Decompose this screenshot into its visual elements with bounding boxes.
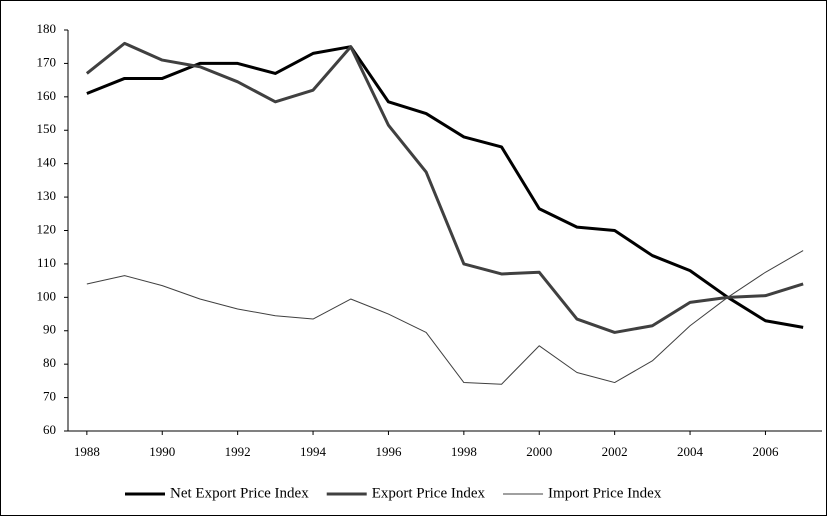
y-tick-label: 140 (37, 155, 57, 170)
y-tick-label: 60 (43, 422, 56, 437)
legend-label: Export Price Index (372, 485, 486, 501)
legend-label: Net Export Price Index (170, 485, 309, 501)
x-tick-label: 2002 (602, 444, 628, 459)
y-tick-label: 130 (37, 188, 57, 203)
x-tick-label: 2004 (677, 444, 704, 459)
x-tick-label: 1992 (225, 444, 251, 459)
y-tick-label: 110 (37, 255, 56, 270)
x-tick-label: 1990 (149, 444, 175, 459)
series-line (85, 41, 804, 334)
y-tick-label: 120 (37, 221, 57, 236)
legend-label: Import Price Index (548, 485, 662, 501)
x-tick-label: 2000 (526, 444, 552, 459)
y-tick-label: 90 (43, 322, 56, 337)
x-tick-label: 1994 (300, 444, 327, 459)
x-tick-label: 1998 (451, 444, 477, 459)
x-tick-label: 1988 (74, 444, 100, 459)
x-tick-label: 1996 (375, 444, 402, 459)
y-tick-label: 70 (43, 389, 56, 404)
series-line (86, 45, 804, 329)
y-tick-label: 180 (37, 21, 57, 36)
x-tick-label: 2006 (752, 444, 779, 459)
y-tick-label: 170 (37, 54, 57, 69)
y-tick-label: 150 (37, 121, 57, 136)
y-tick-label: 80 (43, 355, 56, 370)
y-tick-label: 100 (37, 288, 57, 303)
y-tick-label: 160 (37, 88, 57, 103)
series-line (86, 250, 804, 385)
